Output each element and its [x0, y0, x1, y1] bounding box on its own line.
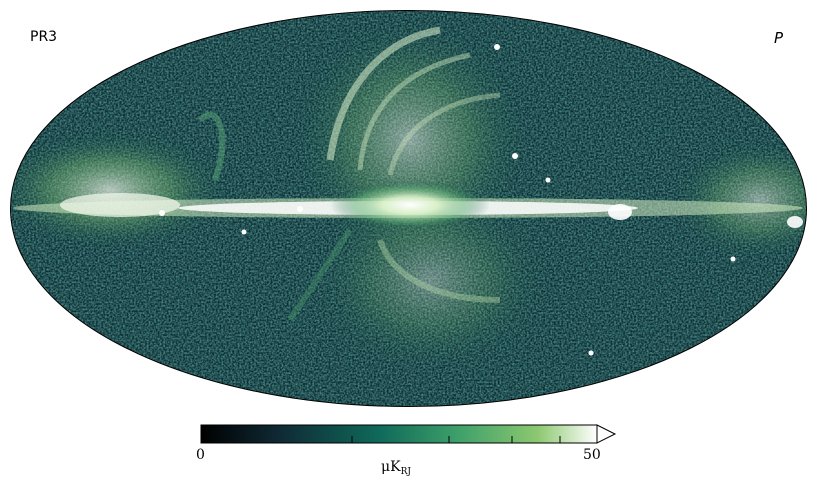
colorbar-ticks: [200, 436, 598, 443]
colorbar-unit: μKRJ: [381, 459, 411, 477]
colorbar-max-label: 50: [583, 447, 601, 463]
unit-subscript: RJ: [400, 467, 411, 477]
map-outline: [10, 10, 807, 407]
colorbar-min-label: 0: [196, 447, 205, 463]
sky-map: [10, 10, 807, 407]
colorbar: [200, 424, 617, 444]
map-label-right: P: [773, 29, 783, 47]
unit-prefix: μK: [381, 459, 401, 475]
map-label-left: PR3: [30, 29, 58, 45]
